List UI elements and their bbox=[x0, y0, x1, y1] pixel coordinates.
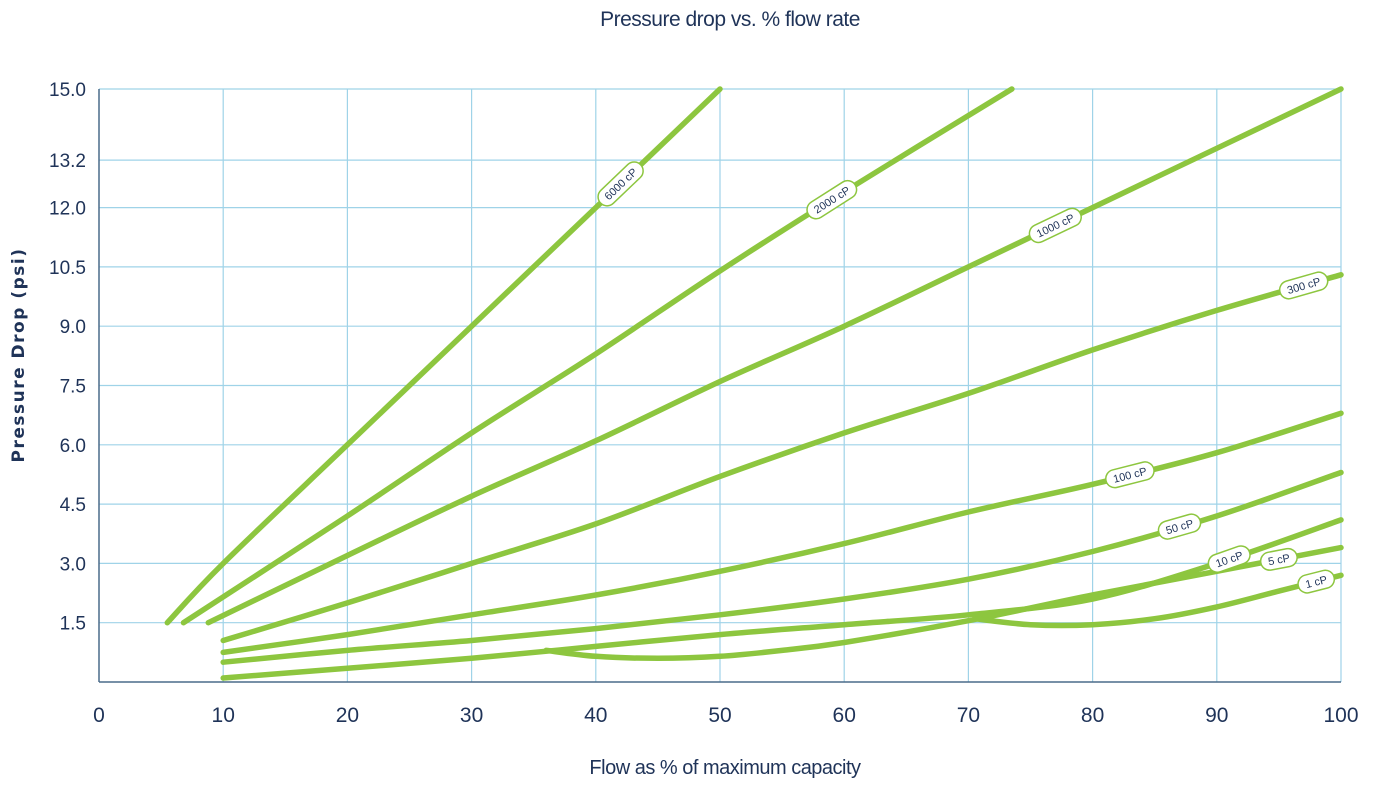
y-tick-label: 15.0 bbox=[49, 80, 86, 101]
series-label-bg bbox=[806, 179, 858, 220]
series-label-bg bbox=[1297, 569, 1336, 594]
series-label-1-cp: 1 cP bbox=[1297, 569, 1336, 594]
x-tick-label: 70 bbox=[957, 704, 980, 727]
series-label-6000-cp: 6000 cP bbox=[597, 161, 644, 207]
y-tick-label: 13.2 bbox=[49, 151, 86, 172]
series-label-bg bbox=[597, 161, 644, 207]
y-tick-label: 9.0 bbox=[60, 317, 86, 338]
series-group bbox=[164, 86, 1344, 681]
series-label-1000-cp: 1000 cP bbox=[1028, 207, 1082, 244]
series-line-1-cp bbox=[971, 572, 1344, 629]
x-tick-label: 30 bbox=[460, 704, 483, 727]
x-tick-label: 10 bbox=[212, 704, 235, 727]
series-label-text: 1 cP bbox=[1304, 574, 1328, 591]
y-tick-label: 10.5 bbox=[49, 258, 86, 279]
series-label-5-cp: 5 cP bbox=[1259, 547, 1298, 571]
x-tick-label: 40 bbox=[584, 704, 607, 727]
x-tick-label: 80 bbox=[1081, 704, 1104, 727]
series-line-10-cp bbox=[220, 517, 1344, 681]
chart-title: Pressure drop vs. % flow rate bbox=[600, 8, 860, 31]
series-label-bg bbox=[1278, 271, 1329, 300]
x-axis-label: Flow as % of maximum capacity bbox=[589, 757, 861, 779]
series-label-50-cp: 50 cP bbox=[1157, 513, 1202, 540]
series-label-10-cp: 10 cP bbox=[1207, 545, 1251, 573]
x-tick-label: 20 bbox=[336, 704, 359, 727]
series-line-100-cp bbox=[220, 410, 1344, 656]
series-label-bg bbox=[1207, 545, 1251, 573]
y-tick-label: 7.5 bbox=[60, 377, 86, 398]
y-tick-label: 6.0 bbox=[60, 436, 86, 457]
series-label-300-cp: 300 cP bbox=[1278, 271, 1329, 300]
y-tick-label: 1.5 bbox=[60, 614, 86, 635]
x-tick-label: 90 bbox=[1205, 704, 1228, 727]
x-tick-label: 50 bbox=[708, 704, 731, 727]
series-label-bg bbox=[1259, 547, 1298, 571]
y-tick-label: 3.0 bbox=[60, 554, 86, 575]
x-tick-label: 60 bbox=[833, 704, 856, 727]
series-line-300-cp bbox=[220, 272, 1344, 644]
series-label-2000-cp: 2000 cP bbox=[806, 179, 858, 220]
x-tick-label: 0 bbox=[93, 704, 105, 727]
series-line-5-cp bbox=[543, 544, 1344, 662]
series-label-bg bbox=[1105, 461, 1155, 489]
series-label-bg bbox=[1028, 207, 1082, 244]
series-label-text: 5 cP bbox=[1267, 552, 1291, 568]
y-tick-label: 12.0 bbox=[49, 199, 86, 220]
series-line-2000-cp bbox=[180, 86, 1015, 626]
series-label-100-cp: 100 cP bbox=[1105, 461, 1155, 489]
series-label-bg bbox=[1157, 513, 1202, 540]
series-line-1000-cp bbox=[205, 86, 1344, 626]
y-tick-label: 4.5 bbox=[60, 495, 86, 516]
series-line-50-cp bbox=[220, 469, 1344, 665]
x-tick-label: 100 bbox=[1323, 704, 1358, 727]
